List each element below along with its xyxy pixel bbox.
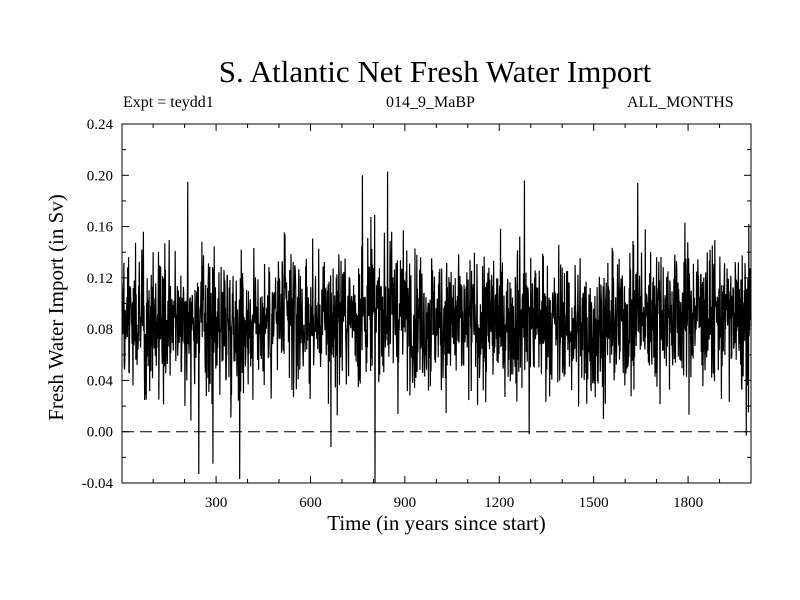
- x-tick-label: 600: [299, 495, 322, 511]
- y-tick-label: 0.20: [87, 168, 113, 184]
- fresh-water-import-series-line: [121, 171, 752, 484]
- chart-title: S. Atlantic Net Fresh Water Import: [218, 54, 652, 89]
- label-layer: -0.04 0.00 0.04 0.08 0.12 0.16 0.20 0.24 300 600 9…: [44, 117, 703, 535]
- series-layer: [121, 171, 752, 484]
- x-tick-label: 1800: [673, 495, 703, 511]
- y-tick-label: 0.04: [87, 373, 114, 389]
- x-tick-label: 300: [205, 495, 228, 511]
- experiment-label: Expt = teydd1: [123, 94, 214, 111]
- y-tick-label: 0.16: [87, 220, 114, 236]
- x-tick-label: 900: [394, 495, 417, 511]
- y-tick-label: 0.00: [87, 425, 113, 441]
- x-tick-label: 1200: [484, 495, 514, 511]
- period-label: 014_9_MaBP: [386, 94, 475, 111]
- months-label: ALL_MONTHS: [627, 94, 734, 111]
- x-tick-label: 1500: [579, 495, 609, 511]
- y-tick-label: 0.24: [87, 117, 114, 133]
- y-tick-label: -0.04: [82, 476, 114, 492]
- x-axis-title: Time (in years since start): [327, 511, 546, 535]
- y-tick-label: 0.08: [87, 322, 113, 338]
- y-axis-title: Fresh Water Import (in Sv): [44, 194, 68, 421]
- y-tick-label: 0.12: [87, 271, 113, 287]
- tick-layer: [122, 123, 751, 484]
